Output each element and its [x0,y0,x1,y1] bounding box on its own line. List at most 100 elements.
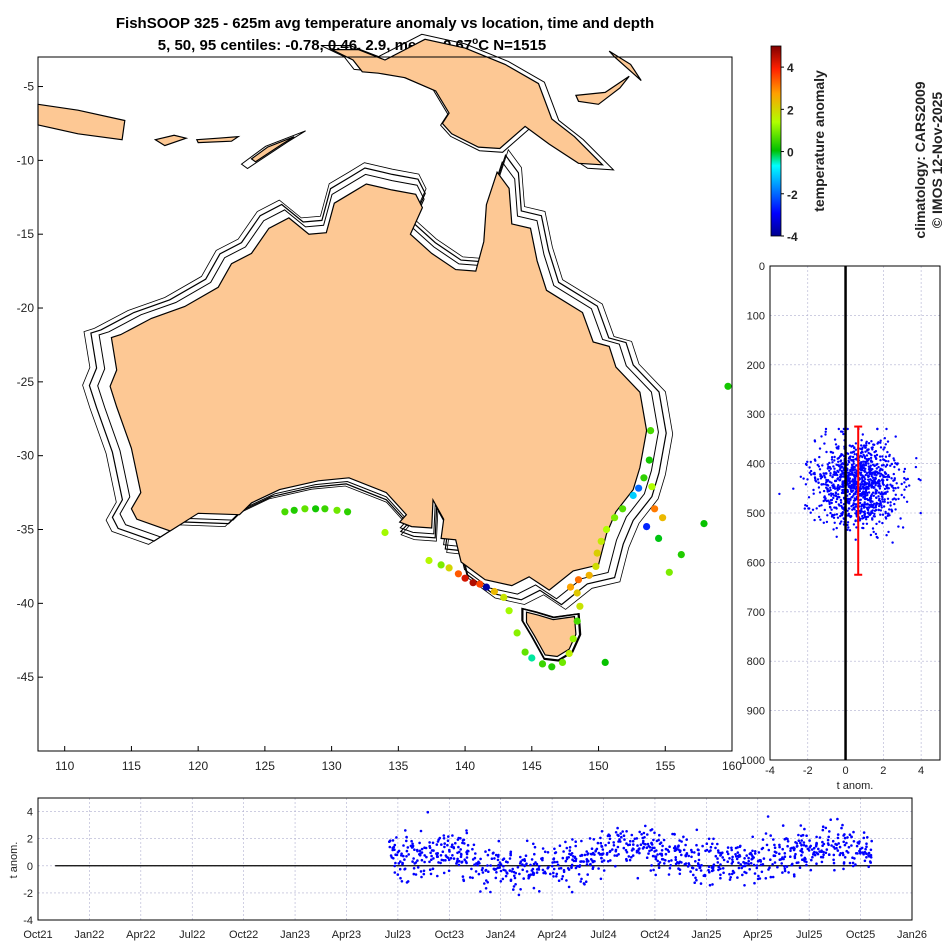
time-point [661,844,664,848]
land-flores [195,135,241,144]
time-point [656,853,659,856]
time-point [400,880,404,883]
depth-point [871,468,874,471]
time-data-points [388,810,873,897]
time-x-tick-label: Oct23 [435,929,464,941]
time-point [541,868,545,872]
time-point [792,846,795,849]
depth-point [854,538,857,541]
depth-point [832,465,835,468]
time-point [735,857,739,861]
depth-point [892,486,895,490]
depth-point [868,499,871,502]
time-point [557,867,561,870]
depth-point [860,439,863,442]
time-point [673,849,677,852]
depth-point [874,504,878,507]
time-point [465,856,469,859]
depth-point [889,483,892,486]
depth-point [894,508,897,511]
time-point [716,861,720,864]
time-point [695,878,698,882]
time-point [799,824,803,827]
depth-point [840,506,844,509]
time-point [477,872,481,876]
time-point [463,842,466,845]
depth-point [902,470,906,473]
time-point [529,873,532,876]
depth-point [799,475,802,478]
depth-point [864,503,868,506]
time-point [397,862,401,865]
time-point [786,837,789,841]
time-point [591,859,594,863]
time-point [440,843,443,846]
time-point [803,860,806,863]
time-point [472,843,476,847]
time-point [855,844,859,848]
depth-point [882,505,886,508]
time-point [830,844,833,847]
time-point [748,852,752,856]
depth-point [886,514,889,518]
depth-point [812,488,815,492]
time-point [534,861,537,864]
depth-point [886,497,890,500]
time-point [642,831,646,835]
time-point [721,851,724,854]
time-point [695,828,699,832]
time-point [576,864,579,868]
depth-point [863,492,867,495]
depth-point [892,472,895,476]
depth-point [825,478,828,482]
time-point [419,829,423,833]
time-point [655,839,659,843]
depth-point [847,514,850,517]
depth-point [831,475,834,479]
depth-point [862,496,865,499]
time-point [651,854,655,858]
depth-point [879,468,882,471]
depth-point [818,468,822,471]
colorbar-tick-label: 4 [787,61,794,75]
depth-point [875,496,878,499]
time-point [832,853,836,857]
time-point [444,859,447,862]
depth-point [823,508,826,512]
depth-point [878,455,882,458]
depth-point [877,479,881,482]
time-point [589,852,593,856]
time-point [597,867,600,870]
time-point [714,854,718,858]
map-x-tick-label: 140 [455,759,475,773]
time-point [737,866,741,870]
depth-point [894,487,897,490]
depth-point [870,483,873,486]
depth-point [817,481,820,484]
time-point [392,857,395,860]
time-point [413,848,416,851]
depth-point [838,468,841,471]
time-point [584,880,588,883]
map-point [538,660,547,668]
time-point [743,884,746,887]
time-point [817,847,820,851]
time-point [761,838,765,841]
depth-point [863,476,866,479]
time-x-tick-label: Jul23 [385,929,411,941]
depth-point [888,454,891,458]
map-point [469,579,477,587]
time-point [756,877,760,881]
depth-point [859,501,862,505]
time-point [466,843,470,847]
time-point [657,863,660,866]
depth-point [819,477,823,480]
time-point [719,876,722,880]
time-point [773,861,777,864]
map-point [565,649,573,658]
time-point [730,872,734,876]
time-point [522,877,525,880]
time-point [730,846,733,850]
depth-point [852,460,855,463]
time-point [815,842,818,846]
